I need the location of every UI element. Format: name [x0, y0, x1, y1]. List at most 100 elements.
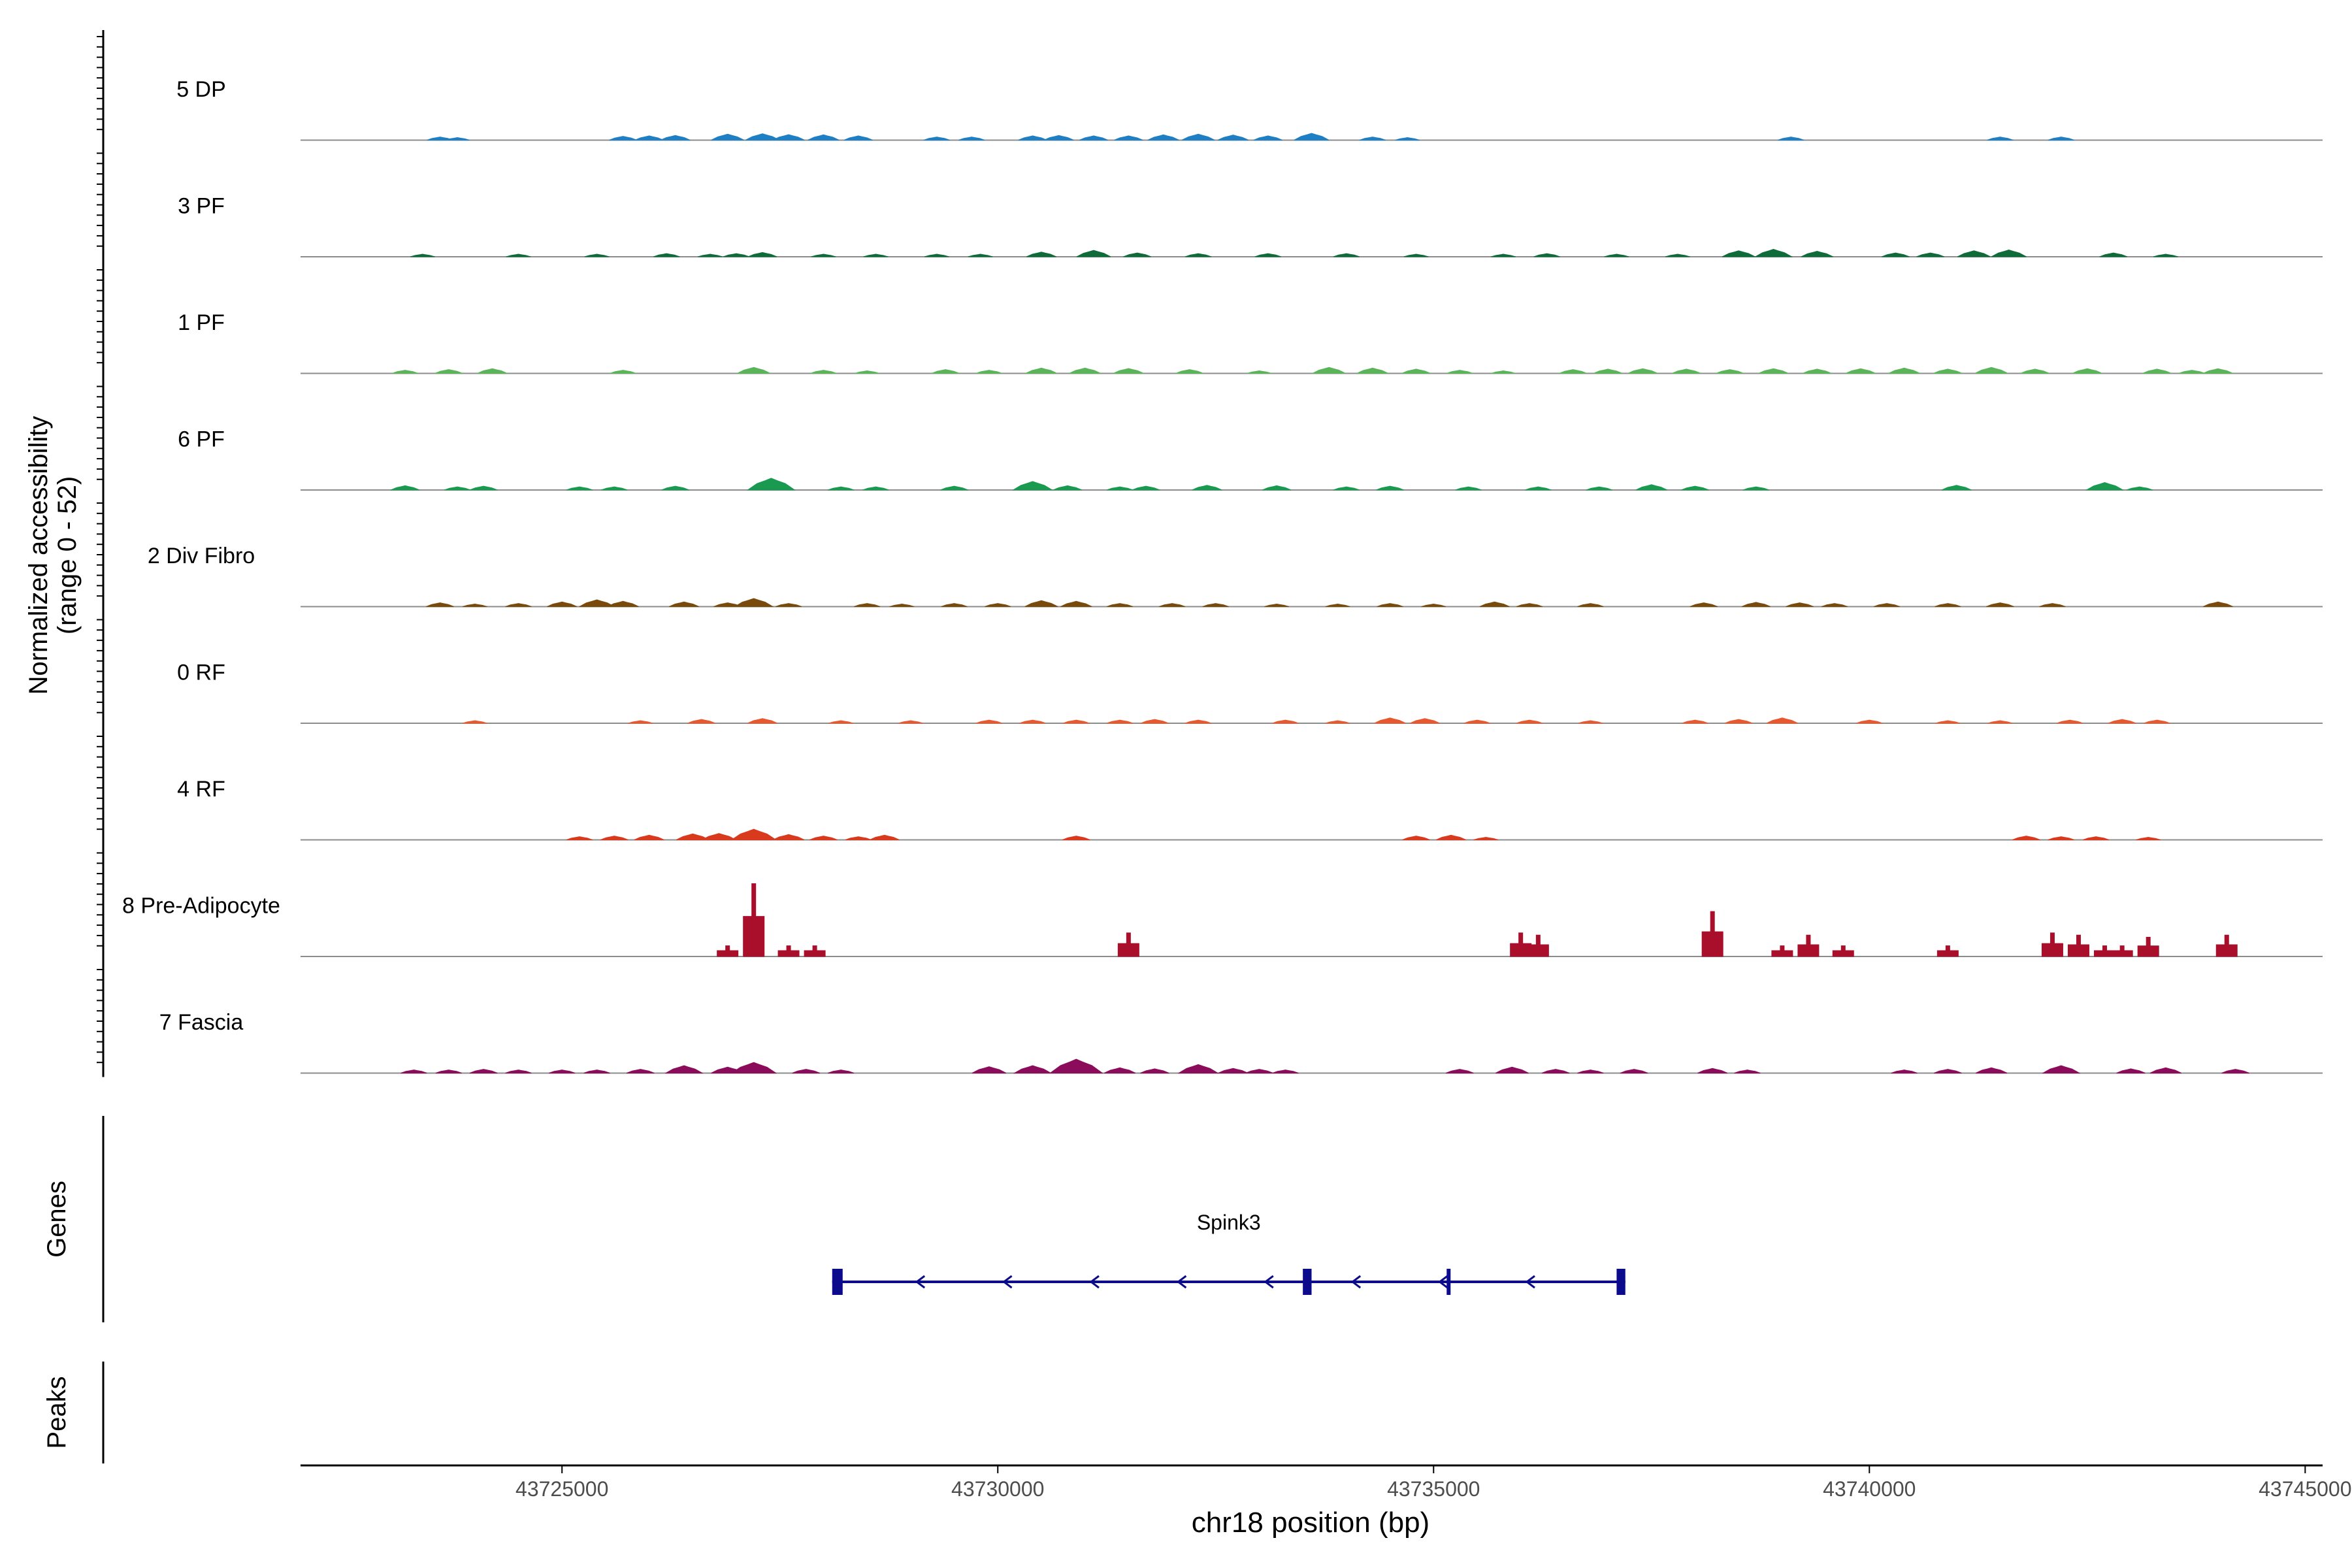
coverage-peak — [808, 134, 840, 140]
y-axis-label: Normalized accessibility — [24, 416, 53, 695]
coverage-peak — [1076, 250, 1111, 257]
coverage-peak — [1376, 485, 1404, 491]
coverage-peak — [733, 598, 774, 607]
coverage-peak — [628, 720, 653, 724]
coverage-peak — [1403, 253, 1429, 257]
coverage-peak — [426, 602, 454, 607]
coverage-peak — [810, 370, 837, 374]
coverage-peak — [653, 253, 680, 257]
coverage-peak — [746, 478, 796, 491]
coverage-peak — [410, 253, 435, 257]
coverage-peak — [505, 603, 532, 607]
coverage-peak — [1192, 485, 1222, 491]
coverage-peak — [975, 719, 1003, 724]
track-label: 3 PF — [178, 194, 225, 219]
coverage-peak — [1758, 368, 1789, 374]
coverage-peak — [1253, 135, 1282, 140]
coverage-peak — [1401, 368, 1431, 374]
track-label: 7 Fascia — [159, 1010, 244, 1035]
coverage-peak — [711, 133, 745, 140]
coverage-peak — [469, 1069, 498, 1073]
coverage-peak — [1013, 1065, 1053, 1073]
coverage-peak — [1742, 486, 1770, 491]
track-label: 2 Div Fibro — [148, 544, 255, 568]
coverage-peak — [2020, 368, 2050, 374]
strand-arrow — [1264, 1275, 1274, 1289]
coverage-peak — [1786, 602, 1814, 607]
coverage-peak — [1754, 248, 1793, 257]
coverage-peak — [1359, 137, 1386, 140]
coverage-peak — [2041, 932, 2063, 957]
coverage-peak — [1845, 368, 1876, 374]
coverage-peak — [1635, 484, 1667, 491]
coverage-peak — [2137, 936, 2159, 957]
coverage-peak — [1106, 486, 1134, 491]
coverage-peak — [747, 252, 777, 257]
track-label: 5 DP — [176, 77, 226, 102]
coverage-peak — [1690, 602, 1718, 607]
coverage-peak — [1803, 368, 1832, 374]
coverage-peak — [843, 135, 873, 140]
coverage-peak — [1935, 603, 1961, 607]
coverage-peak — [792, 1069, 821, 1073]
coverage-peak — [445, 137, 470, 140]
x-axis-label: chr18 position (bp) — [1192, 1507, 1429, 1539]
coverage-peak — [2039, 603, 2066, 607]
coverage-peak — [2082, 836, 2110, 840]
coverage-peak — [1586, 486, 1612, 491]
coverage-peak — [1881, 252, 1910, 257]
coverage-peak — [1491, 370, 1516, 374]
coverage-peak — [775, 603, 802, 607]
coverage-peak — [506, 253, 531, 257]
coverage-peak — [1325, 720, 1350, 724]
coverage-peak — [1936, 945, 1959, 957]
coverage-peak — [1974, 367, 2008, 374]
coverage-peak — [687, 719, 716, 724]
track-7-fascia: 7 Fascia — [159, 1010, 2323, 1074]
coverage-peak — [601, 486, 628, 491]
coverage-peak — [827, 1070, 855, 1073]
coverage-peak — [1140, 1068, 1169, 1073]
coverage-peak — [1247, 370, 1272, 374]
coverage-peak — [1916, 252, 1945, 257]
coverage-peak — [869, 834, 900, 840]
coverage-peak — [1049, 1058, 1103, 1073]
coverage-peak — [1741, 602, 1771, 607]
coverage-peak — [1778, 137, 1805, 140]
gene-label: Spink3 — [1197, 1211, 1261, 1234]
coverage-peak — [941, 603, 968, 607]
coverage-peak — [634, 135, 664, 140]
coverage-peak — [1063, 719, 1090, 724]
coverage-peak — [1941, 485, 1972, 491]
coverage-peak — [1069, 367, 1101, 374]
coverage-peak — [723, 253, 750, 257]
coverage-peak — [777, 945, 800, 957]
coverage-peak — [853, 603, 881, 607]
coverage-peak — [2056, 719, 2083, 724]
coverage-peak — [1272, 719, 1299, 724]
coverage-peak — [730, 1062, 777, 1073]
coverage-peak — [931, 369, 960, 374]
coverage-peak — [1356, 367, 1389, 374]
coverage-peak — [1577, 603, 1604, 607]
coverage-peak — [390, 485, 420, 491]
coverage-peak — [827, 486, 855, 491]
coverage-tracks: 5 DP 3 PF 1 PF 6 PF 2 Div Fibro 0 RF 4 RF 8 Pre… — [122, 77, 2323, 1074]
coverage-peak — [1873, 603, 1901, 607]
coverage-peak — [2108, 719, 2136, 724]
peaks-panel-label: Peaks — [42, 1376, 71, 1448]
coverage-peak — [1681, 485, 1709, 491]
coverage-peak — [2215, 934, 2238, 957]
coverage-peak — [1986, 602, 2014, 607]
coverage-peak — [1181, 133, 1215, 140]
coverage-peak — [1103, 1067, 1136, 1073]
coverage-peak — [2202, 601, 2233, 607]
coverage-peak — [462, 604, 487, 607]
coverage-peak — [566, 836, 593, 840]
coverage-peak — [1771, 945, 1793, 957]
coverage-peak — [1113, 368, 1144, 374]
coverage-peak — [772, 134, 805, 140]
coverage-peak — [1832, 945, 1854, 957]
coverage-peak — [855, 370, 880, 374]
coverage-peak — [1158, 603, 1186, 607]
